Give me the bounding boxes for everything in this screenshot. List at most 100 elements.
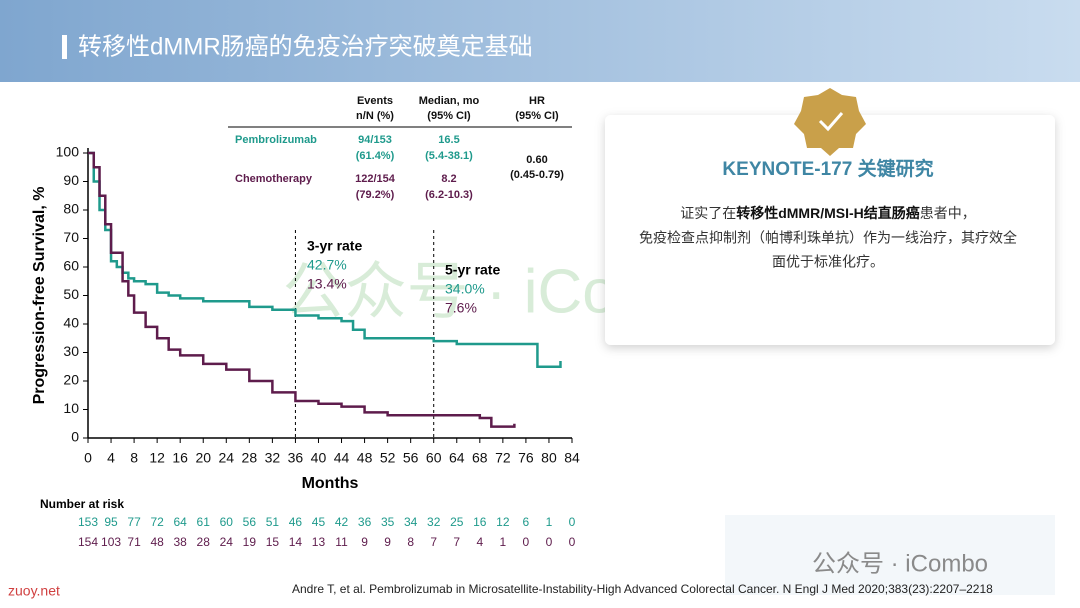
risk-count: 32: [427, 515, 441, 529]
table-row-label: Pembrolizumab: [235, 134, 317, 146]
risk-count: 9: [361, 535, 368, 549]
risk-count: 0: [546, 535, 553, 549]
card-title: KEYNOTE-177 关键研究: [722, 157, 933, 180]
annotation-title: 3-yr rate: [307, 238, 362, 254]
table-hr: (0.45-0.79): [510, 169, 564, 181]
card-line: 面优于标准化疗。: [772, 254, 884, 270]
table-header: HR: [529, 95, 545, 107]
x-tick-label: 76: [518, 450, 534, 466]
risk-count: 16: [473, 515, 487, 529]
x-tick-label: 56: [403, 450, 419, 466]
risk-count: 19: [243, 535, 257, 549]
card-line: 证实了在转移性dMMR/MSI-H结直肠癌患者中，: [680, 205, 976, 221]
risk-count: 9: [384, 535, 391, 549]
table-cell: (61.4%): [356, 150, 395, 162]
risk-count: 8: [407, 535, 414, 549]
annotation-rate: 34.0%: [445, 281, 485, 297]
risk-count: 153: [78, 515, 98, 529]
risk-count: 7: [430, 535, 437, 549]
annotation-rate: 42.7%: [307, 257, 347, 273]
risk-title: Number at risk: [40, 497, 124, 511]
risk-count: 0: [569, 535, 576, 549]
table-header: n/N (%): [356, 110, 394, 122]
citation: Andre T, et al. Pembrolizumab in Microsa…: [292, 582, 993, 596]
risk-count: 64: [174, 515, 188, 529]
y-tick-label: 20: [63, 372, 79, 388]
table-cell: 122/154: [355, 173, 396, 185]
card-line: 免疫检查点抑制剂（帕博利珠单抗）作为一线治疗，其疗效全: [639, 230, 1017, 246]
table-cell: (6.2-10.3): [425, 189, 473, 201]
risk-count: 48: [150, 535, 164, 549]
x-tick-label: 68: [472, 450, 488, 466]
risk-count: 1: [546, 515, 553, 529]
risk-count: 45: [312, 515, 326, 529]
risk-count: 103: [101, 535, 121, 549]
risk-count: 61: [197, 515, 211, 529]
table-header: (95% CI): [515, 110, 559, 122]
x-tick-label: 60: [426, 450, 442, 466]
risk-count: 0: [523, 535, 530, 549]
x-tick-label: 36: [288, 450, 304, 466]
risk-count: 4: [476, 535, 483, 549]
x-tick-label: 8: [130, 450, 138, 466]
table-cell: 8.2: [441, 173, 456, 185]
x-tick-label: 72: [495, 450, 511, 466]
risk-count: 15: [266, 535, 280, 549]
card-text: 证实了在: [680, 205, 736, 221]
risk-count: 71: [127, 535, 141, 549]
x-tick-label: 16: [172, 450, 188, 466]
risk-count: 11: [335, 535, 348, 549]
risk-count: 95: [104, 515, 118, 529]
y-tick-label: 10: [63, 400, 79, 416]
risk-count: 36: [358, 515, 372, 529]
table-header: Median, mo: [419, 95, 480, 107]
table-cell: (79.2%): [356, 189, 395, 201]
risk-count: 60: [220, 515, 234, 529]
x-tick-label: 84: [564, 450, 580, 466]
card-text: 患者中，: [920, 205, 976, 221]
risk-count: 154: [78, 535, 98, 549]
x-tick-label: 40: [311, 450, 327, 466]
card-bold: 转移性dMMR/MSI-H结直肠癌: [736, 205, 920, 221]
annotation-title: 5-yr rate: [445, 262, 500, 278]
risk-count: 42: [335, 515, 349, 529]
table-header: Events: [357, 95, 393, 107]
title-bar: [62, 35, 67, 59]
y-tick-label: 70: [63, 229, 79, 245]
risk-count: 6: [523, 515, 530, 529]
risk-count: 28: [197, 535, 211, 549]
risk-count: 56: [243, 515, 257, 529]
building-decor: [725, 515, 1055, 595]
risk-count: 72: [150, 515, 164, 529]
y-tick-label: 0: [71, 429, 79, 445]
x-axis-label: Months: [302, 475, 359, 492]
y-tick-label: 100: [56, 144, 80, 160]
y-tick-label: 50: [63, 286, 79, 302]
risk-count: 34: [404, 515, 418, 529]
survival-curve: [88, 151, 562, 368]
badge: [794, 88, 866, 156]
risk-count: 25: [450, 515, 464, 529]
x-tick-label: 44: [334, 450, 350, 466]
survival-curve: [88, 151, 516, 428]
y-tick-label: 60: [63, 258, 79, 274]
watermark-logo: 公众号 · iCombo: [812, 550, 988, 577]
table-cell: 16.5: [438, 134, 459, 146]
table-cell: (5.4-38.1): [425, 150, 473, 162]
x-tick-label: 52: [380, 450, 396, 466]
x-tick-label: 0: [84, 450, 92, 466]
table-header: (95% CI): [427, 110, 471, 122]
x-tick-label: 48: [357, 450, 373, 466]
table-hr: 0.60: [526, 154, 547, 166]
risk-count: 77: [127, 515, 141, 529]
x-tick-label: 80: [541, 450, 557, 466]
slide-title: 转移性dMMR肠癌的免疫治疗突破奠定基础: [78, 33, 533, 60]
y-tick-label: 80: [63, 201, 79, 217]
x-tick-label: 28: [242, 450, 258, 466]
risk-count: 0: [569, 515, 576, 529]
risk-count: 38: [174, 535, 188, 549]
risk-count: 24: [220, 535, 234, 549]
